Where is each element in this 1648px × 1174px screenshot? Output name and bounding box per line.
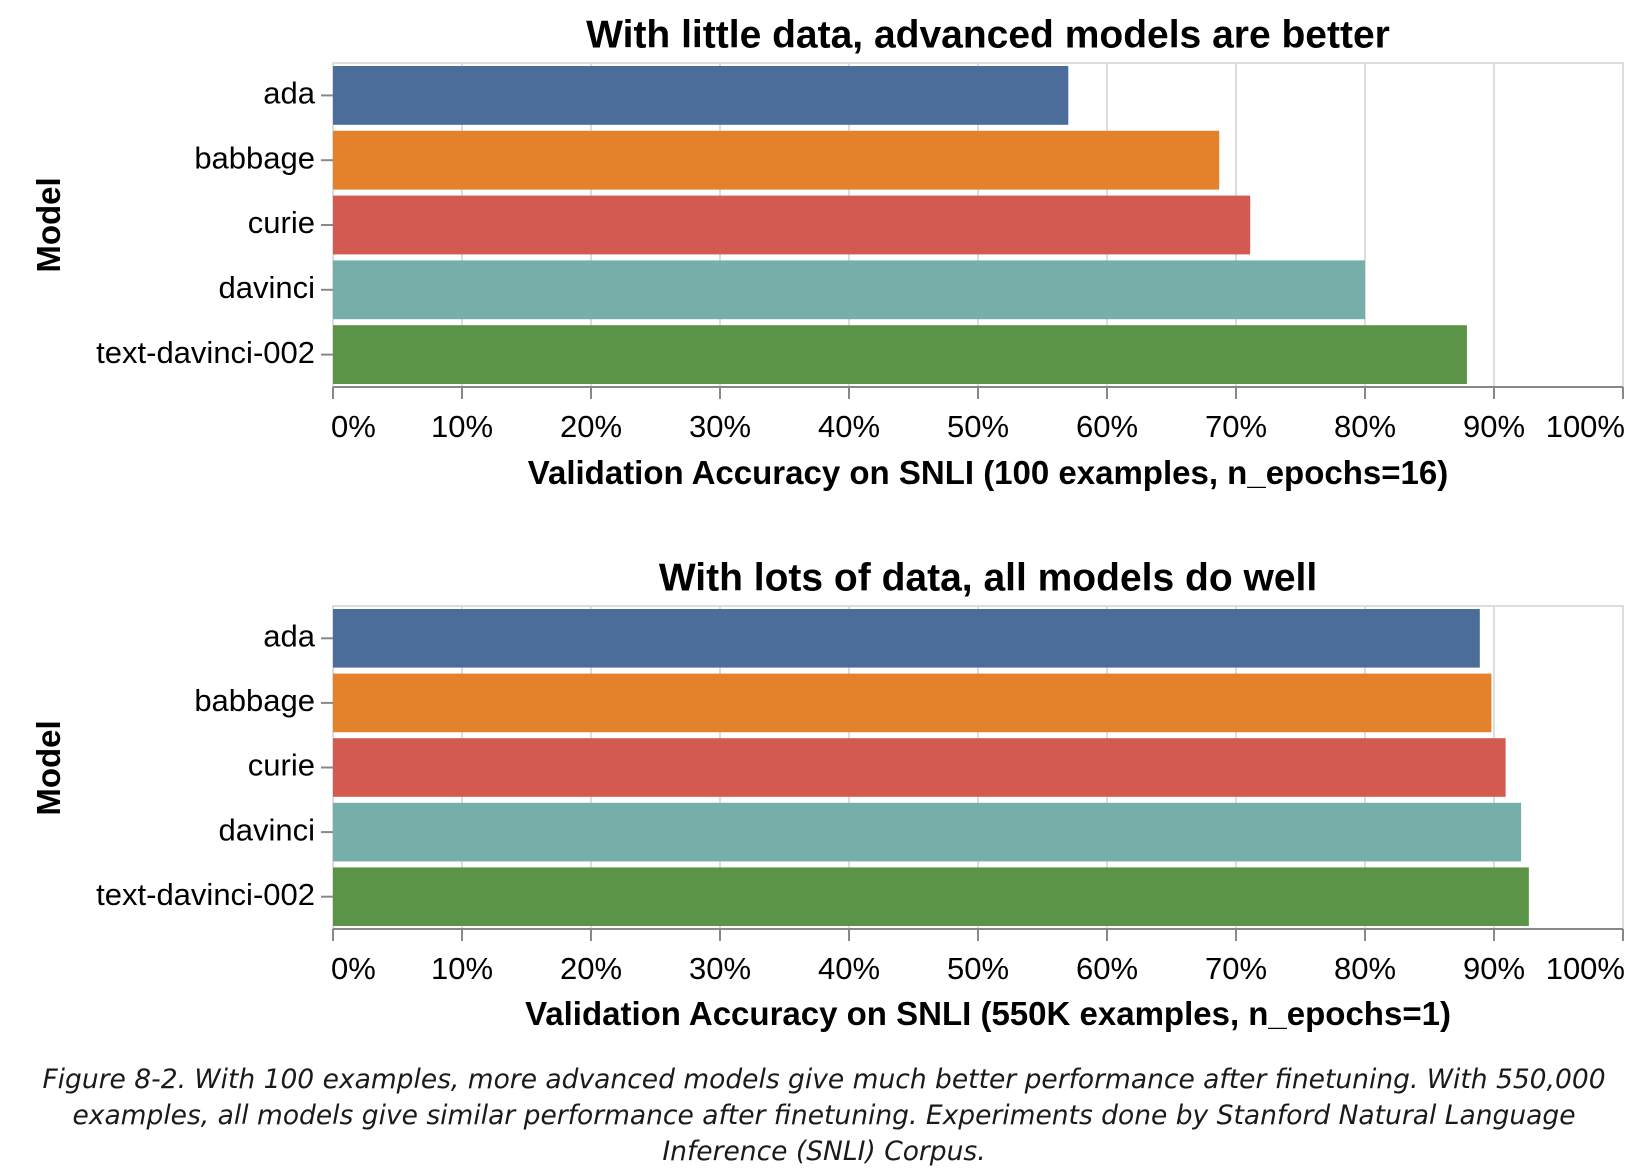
x-tick-label: 10% xyxy=(431,951,493,986)
x-tick-label: 60% xyxy=(1076,409,1138,444)
x-tick-label: 50% xyxy=(947,951,1009,986)
x-tick-label: 90% xyxy=(1463,951,1525,986)
x-tick-label: 70% xyxy=(1205,951,1267,986)
bar-babbage xyxy=(333,130,1220,190)
bar-curie xyxy=(333,195,1251,255)
x-axis-title: Validation Accuracy on SNLI (550K exampl… xyxy=(525,995,1451,1032)
x-tick-label: 100% xyxy=(1546,951,1625,986)
bar-curie xyxy=(333,738,1506,797)
y-axis-title: Model xyxy=(30,720,67,815)
chart-2: With lots of data, all models do well ada… xyxy=(30,556,1625,1032)
x-tick-label: 70% xyxy=(1205,409,1267,444)
x-tick-label: 30% xyxy=(689,409,751,444)
bar-davinci xyxy=(333,802,1522,862)
y-tick-label: curie xyxy=(248,205,315,240)
x-tick-label: 40% xyxy=(818,409,880,444)
bar-text-davinci-002 xyxy=(333,325,1467,384)
y-tick-label: davinci xyxy=(219,270,316,305)
chart-1: With little data, advanced models are be… xyxy=(30,13,1625,491)
x-tick-label: 50% xyxy=(947,409,1009,444)
x-tick-label: 0% xyxy=(331,951,376,986)
bar-ada xyxy=(333,609,1480,668)
figure-caption: Figure 8-2. With 100 examples, more adva… xyxy=(42,1064,1606,1167)
bar-babbage xyxy=(333,673,1492,733)
y-tick-label: text-davinci-002 xyxy=(96,877,315,912)
x-tick-label: 100% xyxy=(1546,409,1625,444)
bar-davinci xyxy=(333,260,1365,320)
chart-title: With little data, advanced models are be… xyxy=(586,13,1390,56)
x-axis-title: Validation Accuracy on SNLI (100 example… xyxy=(528,454,1448,491)
bar-text-davinci-002 xyxy=(333,867,1529,926)
x-tick-label: 10% xyxy=(431,409,493,444)
x-tick-label: 0% xyxy=(331,409,376,444)
x-tick-label: 90% xyxy=(1463,409,1525,444)
x-tick-label: 60% xyxy=(1076,951,1138,986)
y-tick-label: davinci xyxy=(219,812,316,847)
y-tick-label: curie xyxy=(248,748,315,783)
bar-ada xyxy=(333,66,1069,125)
x-tick-label: 80% xyxy=(1334,409,1396,444)
y-axis-title: Model xyxy=(30,177,67,272)
x-tick-label: 20% xyxy=(560,951,622,986)
y-tick-label: babbage xyxy=(194,140,315,175)
y-tick-label: ada xyxy=(263,76,315,111)
y-tick-label: text-davinci-002 xyxy=(96,335,315,370)
x-tick-label: 30% xyxy=(689,951,751,986)
y-tick-label: ada xyxy=(263,618,315,653)
x-tick-label: 80% xyxy=(1334,951,1396,986)
y-tick-label: babbage xyxy=(194,683,315,718)
x-tick-label: 40% xyxy=(818,951,880,986)
chart-title: With lots of data, all models do well xyxy=(659,556,1317,599)
x-tick-label: 20% xyxy=(560,409,622,444)
charts-canvas: With little data, advanced models are be… xyxy=(30,13,1625,1032)
